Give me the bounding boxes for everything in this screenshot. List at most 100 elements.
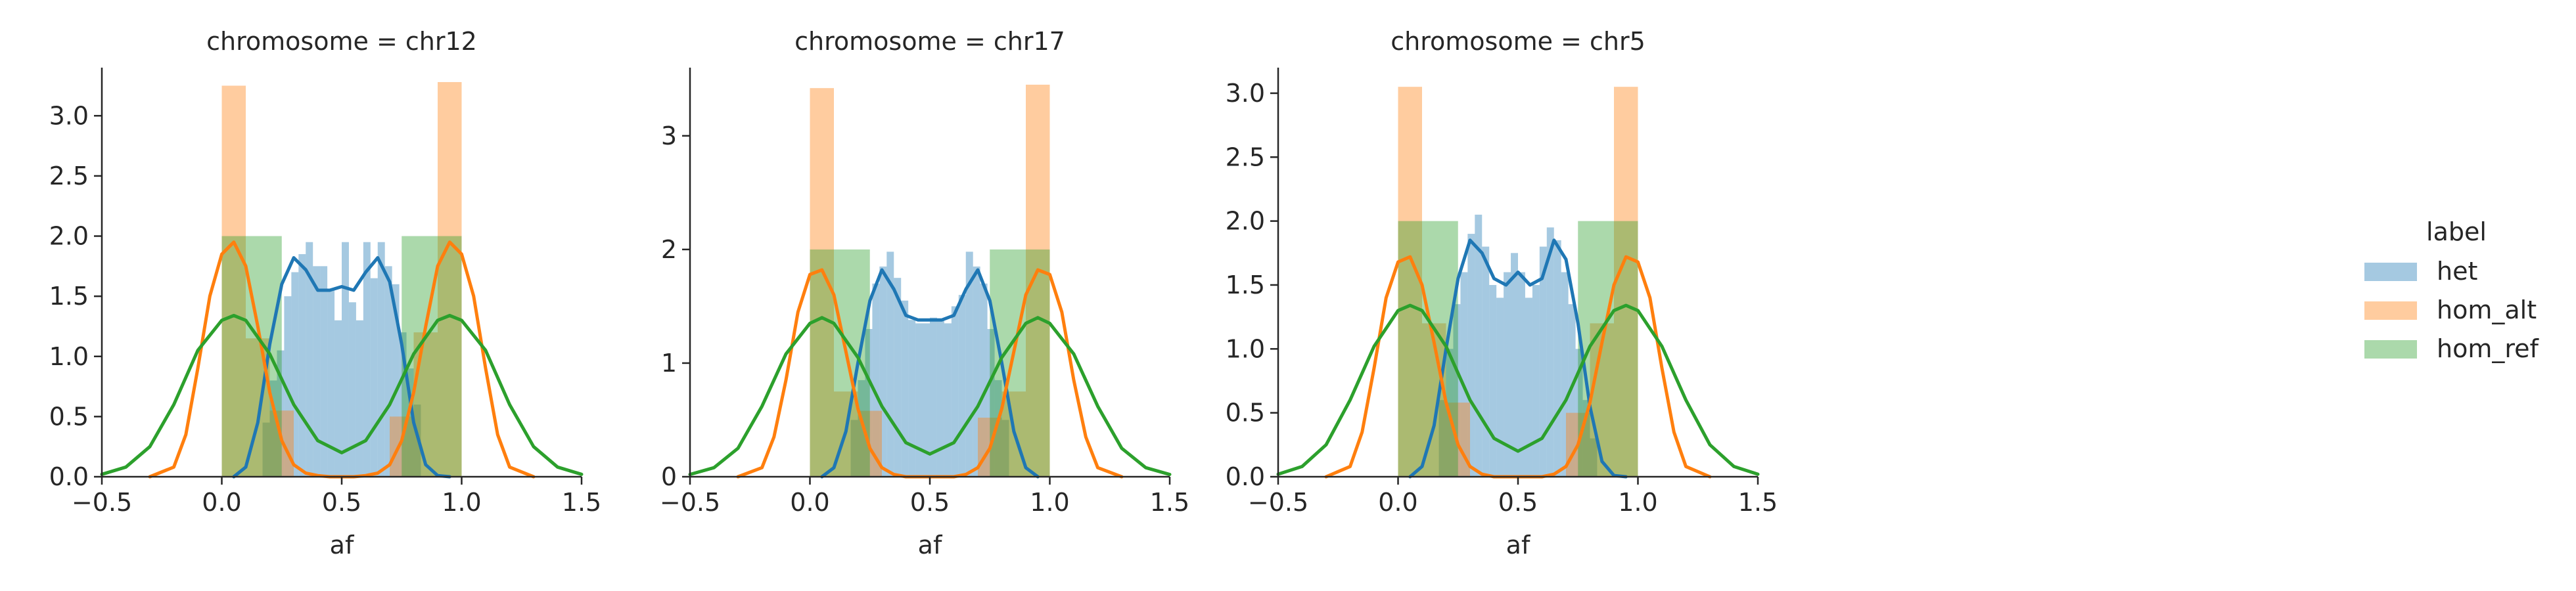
hist-bar [901, 300, 909, 477]
hist-bar [1489, 284, 1497, 477]
legend-label-het: het [2437, 257, 2477, 286]
hist-bar [965, 252, 973, 477]
hist-bar [334, 320, 342, 477]
hist-bar [342, 242, 349, 477]
hist-bar [923, 323, 930, 477]
legend-title: label [2426, 217, 2487, 246]
hist-bar [886, 252, 894, 477]
x-tick-label: 1.0 [1030, 488, 1069, 517]
y-tick-label: 1 [661, 349, 677, 378]
hist-bar [413, 332, 438, 477]
hist-bar [370, 278, 378, 477]
hist-bar [291, 272, 299, 477]
x-tick-label: 1.0 [1618, 488, 1657, 517]
hist-bar [1504, 272, 1511, 477]
facets: −0.5 0.0 0.5 1.0 1.50.00.51.01.52.02.53.0afc… [49, 27, 1778, 559]
x-axis-label: af [1506, 531, 1531, 559]
hist-bar [936, 320, 944, 477]
facet-panel: −0.5 0.0 0.5 1.0 1.5 0 1 2 3 af chromosome = chr17 [660, 27, 1189, 559]
kde-line-hom_ref [100, 314, 584, 476]
hist-bar [348, 302, 356, 477]
hist-bar [951, 306, 959, 477]
hist-bar [399, 332, 407, 477]
hist-bar [377, 242, 385, 477]
y-tick-label: 1.5 [49, 282, 89, 311]
y-tick-label: 2 [661, 235, 677, 264]
y-tick-label: 0.0 [49, 462, 89, 491]
hist-bar [1475, 214, 1483, 477]
hist-bar [438, 81, 462, 477]
legend: label het hom_alt hom_ref [2364, 217, 2540, 363]
hist-bar [958, 295, 966, 477]
histogram-hom_alt [1398, 87, 1638, 477]
hist-bar [1026, 84, 1050, 477]
x-tick-label: −0.5 [660, 488, 720, 517]
hist-bar [1001, 420, 1009, 477]
hist-bar [1496, 297, 1504, 477]
kde-line-het [232, 256, 451, 479]
legend-swatch-hom_ref [2364, 340, 2417, 359]
hist-bar [262, 422, 270, 477]
hist-bar [1575, 349, 1583, 477]
y-tick-label: 0 [661, 462, 677, 491]
hist-bar [327, 290, 335, 477]
hist-bar [1561, 272, 1569, 477]
hist-bar [1482, 246, 1490, 477]
legend-label-hom_ref: hom_ref [2437, 334, 2540, 363]
hist-bar [930, 317, 937, 477]
x-tick-label: 1.5 [1150, 488, 1189, 517]
histogram-het [1438, 214, 1598, 477]
hist-bar [406, 368, 414, 477]
hist-bar [1398, 87, 1422, 477]
hist-bar [402, 236, 462, 477]
x-tick-label: 0.0 [1378, 488, 1417, 517]
y-tick-label: 0.5 [1226, 399, 1265, 427]
x-tick-label: 0.0 [202, 488, 241, 517]
y-tick-label: 3 [661, 121, 677, 150]
hist-bar [872, 283, 880, 477]
hist-bar [306, 242, 313, 477]
hist-bar [277, 350, 285, 477]
hist-bar [384, 266, 392, 477]
hist-bar [269, 380, 277, 477]
histogram-het [850, 252, 1009, 477]
hist-bar [1539, 246, 1547, 477]
facet-title: chromosome = chr5 [1391, 27, 1645, 56]
hist-bar [392, 284, 400, 477]
y-tick-label: 1.5 [1226, 271, 1265, 299]
hist-bar [1453, 304, 1461, 477]
hist-bar [390, 416, 414, 477]
hist-bar [879, 266, 887, 477]
hist-bar [298, 254, 306, 477]
hist-bar [1614, 87, 1638, 477]
hist-bar [944, 323, 952, 477]
facet-panel: −0.5 0.0 0.5 1.0 1.50.00.51.01.52.02.53.0afc… [49, 27, 602, 559]
y-tick-label: 0.0 [1226, 462, 1265, 491]
facet-title: chromosome = chr12 [206, 27, 477, 56]
y-tick-label: 2.0 [49, 222, 89, 251]
hist-bar [994, 380, 1002, 477]
x-tick-label: 1.5 [1738, 488, 1778, 517]
legend-swatch-hom_alt [2364, 301, 2417, 320]
x-tick-label: 1.5 [562, 488, 601, 517]
y-tick-label: 3.0 [49, 101, 89, 130]
y-tick-label: 3.0 [1226, 79, 1265, 108]
hist-bar [1546, 227, 1554, 477]
hist-bar [810, 88, 834, 477]
hist-bar [221, 85, 246, 477]
hist-bar [1532, 284, 1540, 477]
x-axis-label: af [918, 531, 943, 559]
hist-bar [915, 323, 923, 477]
facet-panel: −0.5 0.0 0.5 1.0 1.50.00.51.01.52.02.53.0afc… [1226, 27, 1778, 559]
hist-bar [320, 266, 328, 477]
legend-swatch-het [2364, 263, 2417, 281]
hist-bar [973, 266, 980, 477]
hist-bar [1460, 272, 1468, 477]
facet-title: chromosome = chr17 [794, 27, 1065, 56]
hist-bar [1525, 297, 1532, 477]
kde-line-hom_ref [688, 316, 1172, 476]
hist-bar [980, 283, 988, 477]
hist-bar [1518, 272, 1525, 477]
hist-bar [1467, 234, 1475, 477]
